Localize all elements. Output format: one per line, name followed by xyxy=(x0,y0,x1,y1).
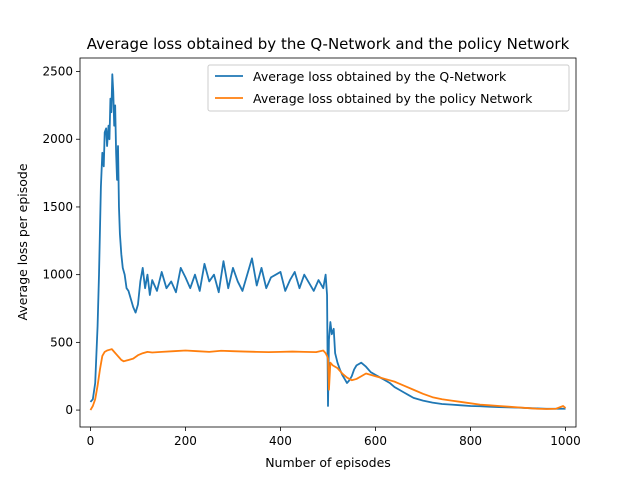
chart-title: Average loss obtained by the Q-Network a… xyxy=(87,35,570,53)
y-tick-label: 500 xyxy=(50,335,73,349)
series-line-0 xyxy=(89,73,566,410)
x-tick-label: 1000 xyxy=(550,434,581,448)
plot-area xyxy=(79,57,577,428)
x-tick-label: 600 xyxy=(364,434,387,448)
series-line-1 xyxy=(89,348,567,411)
x-axis-title: Number of episodes xyxy=(265,455,391,470)
legend-label-policy-network: Average loss obtained by the policy Netw… xyxy=(253,91,533,106)
y-axis-title: Average loss per episode xyxy=(15,163,30,320)
y-tick-label: 2500 xyxy=(42,65,73,79)
legend-frame xyxy=(207,64,570,112)
y-tick-label: 2000 xyxy=(42,132,73,146)
x-tick-label: 800 xyxy=(459,434,482,448)
y-axis: 0 500 1000 1500 2000 2500 xyxy=(42,65,80,417)
x-tick-label: 200 xyxy=(174,434,197,448)
y-tick-label: 0 xyxy=(65,403,73,417)
x-tick-label: 0 xyxy=(87,434,95,448)
x-tick-label: 400 xyxy=(269,434,292,448)
series-layer xyxy=(89,73,567,411)
y-tick-label: 1000 xyxy=(42,268,73,282)
legend: Average loss obtained by the Q-Network A… xyxy=(207,64,570,112)
x-axis: 0 200 400 600 800 1000 xyxy=(87,427,581,448)
legend-label-q-network: Average loss obtained by the Q-Network xyxy=(253,69,507,84)
y-tick-label: 1500 xyxy=(42,200,73,214)
plot-frame xyxy=(79,57,577,428)
